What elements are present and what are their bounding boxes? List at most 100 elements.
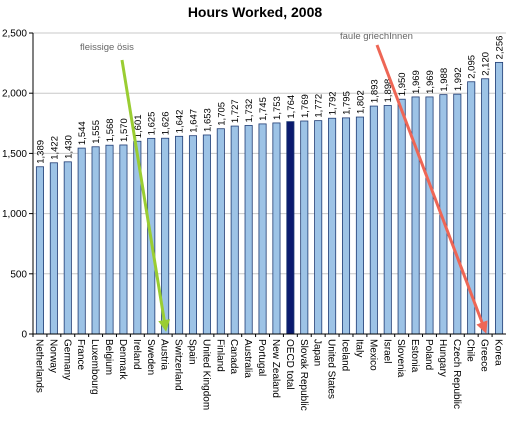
- category-label: Germany: [61, 339, 72, 380]
- category-label: Mexico: [367, 339, 378, 371]
- bar: [202, 134, 211, 335]
- bar: [216, 128, 225, 335]
- data-label: 1,647: [188, 109, 199, 133]
- data-label: 1,745: [258, 97, 269, 121]
- data-label: 1,969: [411, 70, 422, 94]
- category-label: Netherlands: [33, 339, 44, 393]
- bar: [35, 166, 44, 335]
- category-label: United Kingdom: [200, 339, 211, 410]
- data-label: 1,389: [35, 140, 46, 164]
- bar: [383, 105, 392, 335]
- category-label: Iceland: [340, 339, 351, 371]
- data-label: 1,992: [453, 67, 464, 91]
- category-label: France: [75, 339, 86, 371]
- bar: [355, 116, 364, 335]
- y-tick-label: 500: [10, 269, 27, 280]
- category-label: Portugal: [256, 339, 267, 376]
- category-label: Hungary: [437, 339, 448, 377]
- category-label: Sweden: [145, 339, 156, 375]
- data-label: 1,653: [202, 108, 213, 132]
- category-label: Japan: [312, 339, 323, 366]
- category-label: Slovak Republic: [298, 339, 309, 411]
- bar: [105, 144, 114, 335]
- category-label: Finland: [214, 339, 225, 372]
- data-label: 1,795: [342, 91, 353, 115]
- bar: [272, 122, 281, 335]
- category-label: Czech Republic: [451, 339, 462, 409]
- category-label: Slovenia: [395, 339, 406, 378]
- bar: [425, 96, 434, 335]
- bar: [411, 96, 420, 335]
- annotation-arrow: [120, 59, 171, 332]
- category-label: Estonia: [409, 339, 420, 373]
- bar: [369, 105, 378, 335]
- data-label: 1,764: [286, 95, 297, 119]
- category-label: Canada: [228, 339, 239, 374]
- chart-title: Hours Worked, 2008: [188, 4, 323, 20]
- bar: [63, 161, 72, 335]
- category-label: Austria: [159, 339, 170, 371]
- bar: [188, 135, 197, 335]
- data-label: 1,544: [77, 121, 88, 145]
- annotation-label: faule griechInnen: [340, 31, 413, 42]
- bar: [175, 135, 184, 335]
- data-label: 2,256: [495, 36, 506, 60]
- data-label: 1,430: [63, 135, 74, 159]
- category-label: Israel: [381, 339, 392, 363]
- data-label: 1,802: [355, 90, 366, 114]
- y-tick-label: 1,500: [2, 149, 27, 160]
- y-tick-label: 1,000: [2, 209, 27, 220]
- bar: [397, 98, 406, 335]
- bar: [77, 147, 86, 335]
- data-label: 1,950: [397, 72, 408, 96]
- data-label: 1,570: [119, 118, 130, 142]
- data-label: 1,727: [230, 99, 241, 123]
- category-label: Greece: [479, 339, 490, 372]
- bar: [314, 120, 323, 335]
- y-tick-label: 2,000: [2, 89, 27, 100]
- data-label: 1,753: [272, 96, 283, 120]
- bar: [286, 121, 295, 335]
- category-label: Switzerland: [173, 339, 184, 391]
- axis-layer: 0 500 1,000 1,500 2,000 2,500 Netherlands Norwa…: [2, 29, 506, 411]
- data-label: 1,568: [105, 118, 116, 142]
- data-label: 1,642: [175, 110, 186, 134]
- bar: [300, 120, 309, 335]
- bar: [244, 125, 253, 335]
- data-label: 1,769: [300, 94, 311, 118]
- data-label: 1,601: [133, 114, 144, 138]
- y-tick-label: 0: [21, 330, 27, 341]
- data-label: 1,625: [147, 112, 158, 136]
- data-label: 1,969: [425, 70, 436, 94]
- y-tick-label: 2,500: [2, 29, 27, 40]
- data-label: 1,988: [439, 68, 450, 92]
- data-label: 1,705: [216, 102, 227, 126]
- data-label: 2,095: [467, 55, 478, 79]
- category-label: Korea: [493, 339, 504, 366]
- category-label: Chile: [465, 339, 476, 362]
- bar: [230, 125, 239, 335]
- data-label: 1,792: [328, 91, 339, 115]
- annotation-layer: fleissige ösis faule griechInnen: [80, 31, 488, 334]
- annotation-label: fleissige ösis: [80, 42, 134, 53]
- grid-layer: [33, 32, 506, 275]
- category-label: OECD total: [284, 339, 295, 390]
- bar: [119, 144, 128, 335]
- data-label: 1,898: [383, 79, 394, 103]
- data-label: 1,555: [91, 120, 102, 144]
- category-label: Spain: [186, 339, 197, 365]
- bar: [341, 117, 351, 335]
- data-label: 1,732: [244, 99, 255, 123]
- category-label: Ireland: [131, 339, 142, 370]
- bar: [453, 93, 462, 335]
- bar: [258, 123, 267, 335]
- category-label: Australia: [242, 339, 253, 378]
- category-label: Luxembourg: [89, 339, 100, 395]
- data-label: 1,893: [369, 79, 380, 103]
- category-label: Poland: [423, 339, 434, 370]
- data-label: 1,772: [314, 94, 325, 118]
- bar: [328, 117, 337, 335]
- category-label: Italy: [353, 339, 364, 357]
